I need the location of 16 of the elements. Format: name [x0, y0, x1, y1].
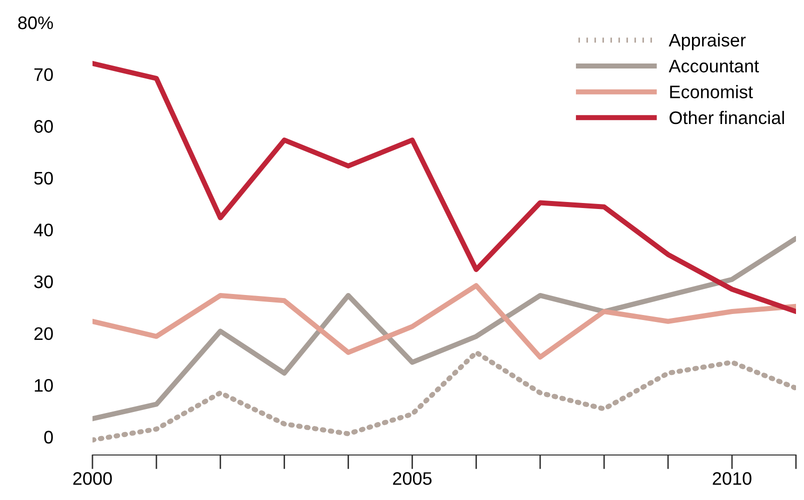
- y-tick-label: 0: [44, 430, 53, 444]
- legend-label: Accountant: [668, 60, 759, 72]
- legend-label: Other financial: [670, 110, 784, 124]
- y-tick-label: 10: [34, 379, 53, 392]
- y-tick-label: 20: [34, 327, 53, 340]
- x-tick-label: 2005: [393, 472, 432, 485]
- y-tick-label: 60: [34, 120, 53, 133]
- y-tick-label: 80%: [18, 16, 53, 30]
- y-tick-label: 40: [34, 224, 53, 236]
- x-tick-label: 2000: [73, 472, 112, 485]
- legend-label: Economist: [670, 85, 753, 98]
- legend-label: Appraiser: [668, 33, 746, 50]
- y-tick-label: 30: [34, 275, 53, 288]
- y-tick-label: 50: [34, 172, 53, 185]
- y-tick-label: 70: [34, 68, 53, 82]
- x-tick-label: 2010: [712, 472, 752, 485]
